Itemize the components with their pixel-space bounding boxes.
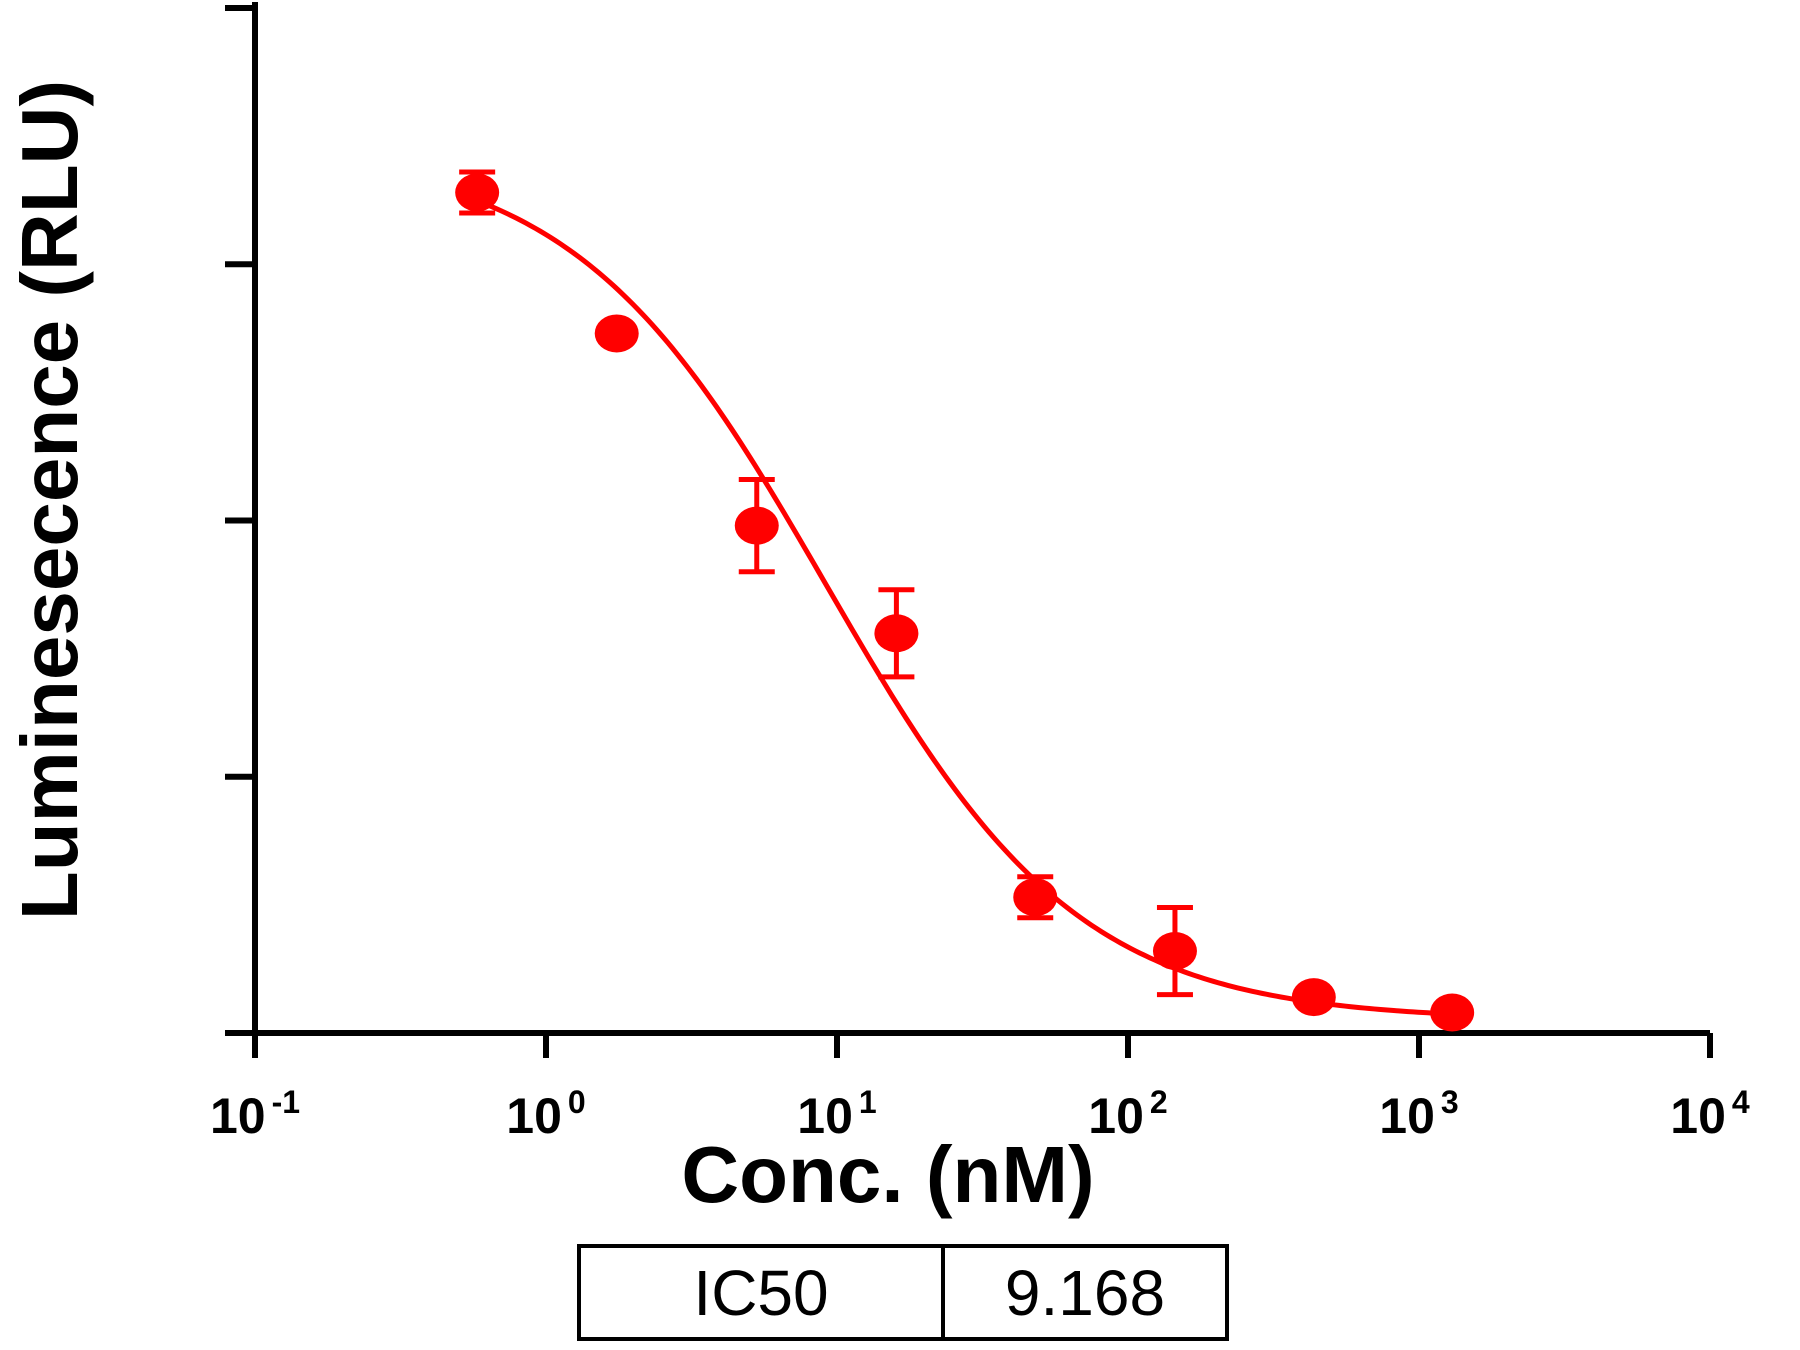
data-points	[455, 169, 1475, 1032]
ic50-table: IC50 9.168	[577, 1244, 1229, 1341]
x-tick-label: 10 1	[797, 1084, 876, 1144]
data-point	[1152, 932, 1197, 970]
data-point	[455, 173, 500, 212]
fit-curve-group	[476, 198, 1453, 1017]
x-tick-label: 10 2	[1088, 1084, 1167, 1144]
data-point	[1013, 878, 1058, 917]
data-point	[874, 614, 919, 653]
axes	[225, 2, 1710, 1036]
data-point	[1291, 978, 1336, 1017]
ic50-value: 9.168	[1004, 1256, 1166, 1329]
x-tick-label: 10 -1	[210, 1084, 300, 1144]
x-tick-label: 10 4	[1670, 1084, 1750, 1144]
ic50-label: IC50	[581, 1248, 945, 1337]
x-tick-label: 10 0	[506, 1084, 585, 1144]
data-point	[594, 314, 639, 353]
x-axis-title: Conc. (nM)	[681, 1130, 1094, 1219]
fit-curve	[476, 198, 1453, 1017]
data-point	[1430, 993, 1475, 1032]
tick-labels: 10 -1 10 0 10 1 10 2 10 3 10 4	[210, 1084, 1750, 1144]
ticks	[225, 5, 1713, 1058]
data-point	[734, 506, 779, 545]
y-axis-title: Luminesecence (RLU)	[5, 80, 94, 920]
x-tick-label: 10 3	[1379, 1084, 1458, 1144]
